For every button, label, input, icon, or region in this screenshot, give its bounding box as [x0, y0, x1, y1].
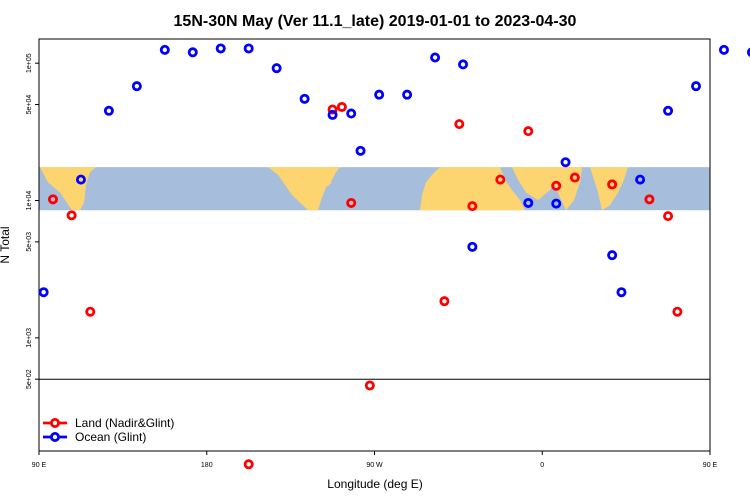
data-point [691, 81, 702, 92]
data-point [495, 174, 506, 185]
data-point [672, 306, 683, 317]
data-point [66, 210, 77, 221]
data-point [551, 198, 562, 209]
land-mass-arabia [512, 167, 556, 201]
y-tick-label: 1e+05 [26, 53, 33, 73]
x-axis: 90 E 180 90 W 0 90 E [32, 451, 718, 469]
data-point [131, 81, 142, 92]
data-point [523, 126, 534, 137]
legend-marker [50, 417, 61, 428]
data-point [47, 194, 58, 205]
data-point [336, 101, 347, 112]
y-tick-label: 5e+02 [26, 369, 33, 389]
data-point [243, 459, 254, 470]
data-point [159, 44, 170, 55]
y-tick-label: 5e+04 [26, 95, 33, 115]
data-point [454, 119, 465, 130]
data-point [551, 180, 562, 191]
y-tick-label: 1e+03 [26, 328, 33, 348]
data-point [187, 47, 198, 58]
data-point [467, 241, 478, 252]
land-mass-southeast-asia [590, 167, 628, 211]
data-point [607, 179, 618, 190]
data-point [523, 197, 534, 208]
land-mass-north-america [268, 167, 340, 211]
y-tick-label: 5e+03 [26, 232, 33, 252]
land-mass-caribbean [318, 177, 332, 187]
land-mass-africa-west [420, 167, 525, 211]
data-point [718, 44, 729, 55]
legend: Land (Nadir&Glint)Ocean (Glint) [43, 416, 174, 444]
data-point [439, 296, 450, 307]
data-point [327, 104, 338, 115]
data-point [458, 59, 469, 70]
legend-marker [50, 431, 61, 442]
data-point [271, 63, 282, 74]
land-mass-asia-east [40, 167, 96, 211]
land-mass-india [548, 167, 582, 211]
data-point [75, 174, 86, 185]
data-point [560, 157, 571, 168]
data-point [364, 380, 375, 391]
world-map-band [39, 167, 710, 211]
y-axis: 5e+02 1e+03 5e+03 1e+04 5e+04 1e+05 [26, 53, 39, 389]
data-point [746, 47, 750, 57]
data-point [103, 105, 114, 116]
data-point [346, 108, 357, 119]
data-point [374, 89, 385, 100]
data-point [327, 109, 338, 120]
legend-label: Land (Nadir&Glint) [75, 416, 174, 430]
data-point [38, 287, 49, 298]
data-point [644, 194, 655, 205]
y-tick-label: 1e+04 [26, 191, 33, 211]
data-point [346, 197, 357, 208]
data-point [663, 211, 674, 222]
y-axis-label: N Total [0, 226, 12, 263]
data-point [607, 250, 618, 261]
data-point [467, 201, 478, 212]
data-point [355, 145, 366, 156]
data-point [635, 174, 646, 185]
data-point [663, 105, 674, 116]
data-point [215, 43, 226, 54]
x-tick-label: 180 [201, 462, 213, 469]
x-tick-label: 90 E [32, 462, 47, 469]
x-tick-label: 90 E [703, 462, 718, 469]
legend-label: Ocean (Glint) [75, 430, 146, 444]
data-point [616, 287, 627, 298]
data-point [299, 93, 310, 104]
plot-frame [38, 38, 711, 452]
x-tick-label: 90 W [366, 462, 383, 469]
data-point [569, 172, 580, 183]
data-point [85, 306, 96, 317]
data-points [38, 43, 750, 470]
x-tick-label: 0 [540, 462, 544, 469]
data-point [243, 43, 254, 54]
map-land [40, 167, 628, 211]
x-axis-label: Longitude (deg E) [327, 477, 422, 491]
data-point [430, 52, 441, 63]
data-point [402, 89, 413, 100]
chart-title: 15N-30N May (Ver 11.1_late) 2019-01-01 t… [174, 13, 577, 30]
